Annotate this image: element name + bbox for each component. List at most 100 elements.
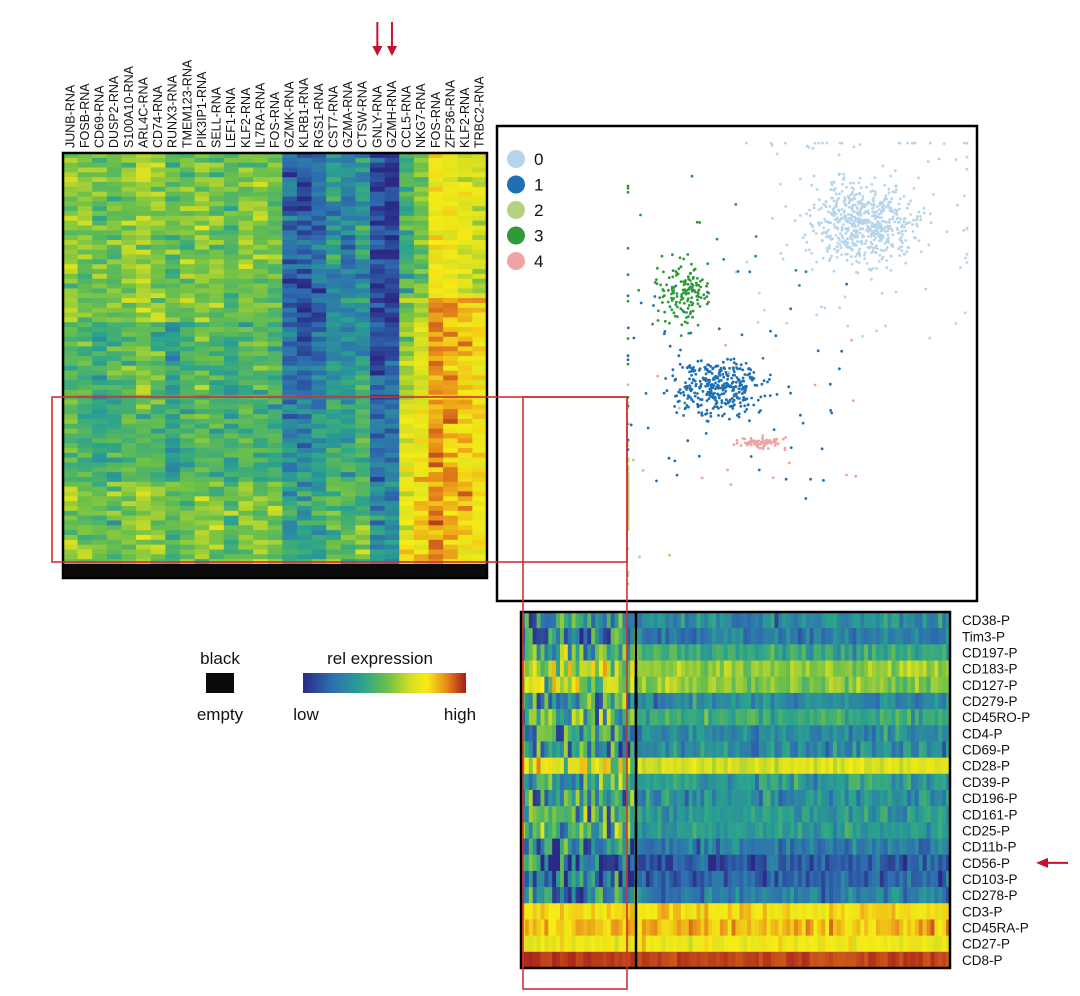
scatter-point-cluster-0: [860, 239, 863, 243]
rna-heatmap-cell: [413, 496, 430, 502]
rna-heatmap-cell: [238, 322, 254, 328]
scatter-point-cluster-1: [694, 372, 698, 376]
protein-heatmap-cell: [766, 644, 771, 661]
rna-heatmap-cell: [428, 534, 444, 541]
rna-heatmap-cell: [63, 549, 79, 555]
scatter-point-cluster-0: [878, 253, 882, 257]
rna-heatmap-cell: [384, 211, 400, 217]
scatter-point-cluster-0: [846, 228, 850, 232]
scatter-point-cluster-1: [682, 390, 685, 394]
rna-heatmap-cell: [63, 201, 79, 207]
rna-heatmap-cell: [311, 215, 327, 222]
protein-heatmap-cell: [946, 660, 951, 678]
protein-heatmap-cell: [688, 628, 693, 645]
scatter-point-cluster-3: [660, 254, 664, 258]
rna-heatmap-cell: [472, 283, 488, 289]
rna-heatmap-cell: [238, 530, 254, 536]
protein-heatmap-cell: [657, 692, 662, 710]
scatter-point-cluster-1: [717, 396, 721, 400]
rna-heatmap-cell: [443, 259, 459, 265]
rna-heatmap-cell: [443, 322, 459, 328]
scatter-point-cluster-0: [825, 141, 829, 145]
rna-heatmap-cell: [370, 249, 386, 255]
protein-heatmap-cell: [599, 612, 604, 629]
rna-heatmap-cell: [472, 298, 488, 304]
rna-heatmap-cell: [370, 336, 386, 342]
rna-heatmap-cell: [443, 520, 459, 526]
scatter-point-cluster-1: [652, 304, 655, 307]
protein-heatmap-cell: [579, 692, 584, 710]
rna-heatmap-cell: [413, 539, 430, 546]
gene-label: ZFP36-RNA: [443, 79, 457, 148]
rna-heatmap-cell: [121, 375, 137, 381]
scatter-point-cluster-0: [880, 219, 884, 223]
rna-heatmap-cell: [472, 389, 488, 396]
rna-heatmap-cell: [63, 206, 79, 212]
rna-heatmap-cell: [77, 244, 93, 251]
protein-heatmap-cell: [934, 612, 939, 629]
scatter-point-cluster-1: [749, 455, 753, 458]
scatter-point-cluster-0: [881, 201, 885, 205]
protein-heatmap-cell: [645, 644, 651, 661]
rna-heatmap-cell: [136, 215, 152, 222]
rna-heatmap-cell: [384, 215, 400, 222]
protein-heatmap-cell: [661, 644, 666, 661]
rna-heatmap-cell: [92, 510, 108, 517]
scatter-point-cluster-0: [785, 321, 789, 325]
rna-heatmap-cell: [150, 501, 166, 507]
rna-heatmap-cell: [282, 331, 298, 338]
rna-heatmap-cell: [472, 235, 488, 241]
rna-heatmap-cell: [165, 515, 181, 521]
rna-heatmap-cell: [384, 322, 400, 328]
rna-heatmap-cell: [136, 249, 152, 255]
protein-heatmap-cell: [762, 628, 768, 645]
rna-heatmap-cell: [136, 457, 152, 463]
rna-heatmap-cell: [340, 549, 356, 555]
protein-heatmap-cell: [657, 676, 662, 694]
rna-heatmap-cell: [165, 186, 181, 193]
scatter-point-cluster-4: [781, 437, 785, 441]
rna-heatmap-cell: [238, 269, 254, 275]
protein-heatmap-cell: [899, 725, 904, 742]
rna-heatmap-cell: [223, 235, 239, 241]
rna-heatmap-cell: [179, 510, 196, 517]
rna-heatmap-cell: [194, 278, 210, 284]
scatter-point-cluster-1: [709, 415, 713, 418]
rna-heatmap-cell: [63, 322, 79, 328]
rna-heatmap-cell: [443, 230, 459, 236]
rna-heatmap-cell: [443, 240, 459, 246]
rna-heatmap-cell: [77, 167, 93, 173]
rna-heatmap-cell: [443, 370, 459, 376]
legend-label-cluster-4: 4: [534, 252, 543, 271]
protein-heatmap-cell: [661, 709, 666, 726]
scatter-point-cluster-1: [673, 459, 677, 463]
scatter-point-cluster-3: [695, 281, 698, 285]
rna-heatmap-cell: [209, 220, 225, 226]
rna-heatmap-cell: [92, 496, 108, 502]
rna-heatmap-cell: [282, 418, 298, 425]
rna-heatmap-cell: [370, 327, 386, 333]
protein-heatmap-cell: [766, 709, 771, 726]
rna-heatmap-cell: [179, 462, 196, 468]
scatter-point-cluster-1: [698, 398, 702, 401]
scatter-point-cluster-1: [678, 399, 681, 403]
rna-heatmap-cell: [282, 414, 298, 420]
protein-heatmap-cell: [719, 692, 725, 710]
scatter-point-cluster-1: [737, 415, 741, 419]
rna-heatmap-cell: [457, 539, 473, 546]
rna-heatmap-cell: [92, 462, 108, 468]
rna-heatmap-cell: [121, 312, 137, 318]
rna-heatmap-cell: [106, 191, 122, 197]
scatter-point-cluster-1: [717, 393, 720, 397]
rna-heatmap-cell: [457, 360, 473, 367]
rna-heatmap-cell: [209, 549, 225, 555]
protein-heatmap-cell: [528, 644, 534, 661]
scatter-point-cluster-1: [717, 406, 720, 410]
scatter-point-cluster-3: [696, 302, 700, 306]
scatter-point-cluster-0: [907, 202, 911, 206]
rna-heatmap-cell: [194, 298, 210, 304]
rna-heatmap-cell: [106, 452, 122, 459]
rna-heatmap-cell: [370, 273, 386, 280]
rna-heatmap-cell: [399, 167, 415, 173]
rna-heatmap-cell: [63, 269, 79, 275]
